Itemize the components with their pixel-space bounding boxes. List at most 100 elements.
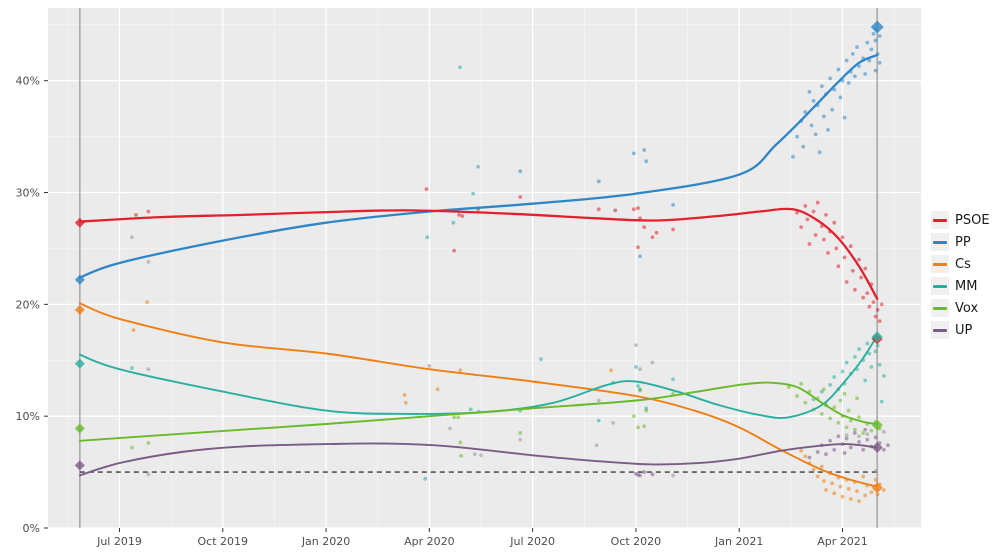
scatter-pp xyxy=(801,144,806,149)
scatter-pp xyxy=(826,127,830,132)
scatter-cs xyxy=(458,368,463,373)
scatter-up xyxy=(844,436,849,441)
scatter-up xyxy=(848,445,853,450)
result-2019-pp xyxy=(74,274,85,285)
scatter-up xyxy=(828,438,833,443)
scatter-mm xyxy=(423,476,428,481)
legend-key-vox xyxy=(931,299,949,317)
scatter-psoe xyxy=(815,200,820,205)
scatter-psoe xyxy=(631,207,636,212)
x-tick-label: Jul 2019 xyxy=(96,535,142,548)
scatter-pp xyxy=(811,98,816,103)
scatter-psoe xyxy=(654,230,659,235)
scatter-unlabeled xyxy=(146,367,151,372)
scatter-psoe xyxy=(865,291,870,296)
scatter-pp xyxy=(855,45,859,50)
legend-key-cs xyxy=(931,255,949,273)
legend-key-pp xyxy=(931,233,949,251)
scatter-pp xyxy=(873,68,878,73)
legend-key-psoe xyxy=(931,211,949,229)
scatter-psoe xyxy=(873,314,878,319)
scatter-mm xyxy=(538,357,543,362)
scatter-mm xyxy=(873,349,878,354)
scatter-vox xyxy=(838,398,843,403)
trend-line-up xyxy=(78,442,879,477)
scatter-vox xyxy=(842,391,847,396)
scatter-pp xyxy=(795,134,799,139)
scatter-unlabeled xyxy=(611,420,616,425)
scatter-pp xyxy=(836,67,841,72)
scatter-pp xyxy=(844,58,849,63)
cs-line-swatch xyxy=(933,263,947,266)
scatter-psoe xyxy=(803,204,808,208)
legend-key-mm xyxy=(931,277,949,295)
scatter-pp xyxy=(642,148,647,152)
scatter-psoe xyxy=(424,187,429,192)
scatter-pp xyxy=(817,150,822,155)
scatter-vox xyxy=(456,415,461,420)
scatter-mm xyxy=(867,351,872,356)
scatter-vox xyxy=(459,453,464,458)
scatter-cs xyxy=(855,489,859,493)
scatter-up xyxy=(852,431,857,435)
scatter-psoe xyxy=(832,220,837,225)
scatter-cs xyxy=(830,481,835,486)
scatter-up xyxy=(815,450,820,454)
scatter-cs xyxy=(873,478,878,482)
scatter-psoe xyxy=(861,295,866,300)
scatter-vox xyxy=(631,414,636,419)
result-2021-vox xyxy=(871,419,883,431)
scatter-psoe xyxy=(636,245,640,250)
scatter-psoe xyxy=(857,257,861,262)
scatter-cs xyxy=(803,454,808,459)
scatter-mm xyxy=(857,347,861,351)
scatter-vox xyxy=(146,441,151,445)
scatter-up xyxy=(836,434,841,439)
scatter-pp xyxy=(867,58,872,63)
legend-label-pp: PP xyxy=(955,234,971,250)
scatter-pp xyxy=(809,123,814,128)
scatter-up xyxy=(857,439,861,444)
scatter-mm xyxy=(458,65,462,70)
scatter-psoe xyxy=(822,237,826,242)
result-2019-psoe xyxy=(74,217,85,228)
scatter-cs xyxy=(838,484,843,489)
vox-line-swatch xyxy=(933,307,947,310)
scatter-cs xyxy=(863,493,868,498)
scatter-psoe xyxy=(844,280,849,284)
legend-item-mm: MM xyxy=(931,277,990,295)
scatter-pp xyxy=(873,38,878,43)
scatter-unlabeled xyxy=(479,453,483,458)
scatter-vox xyxy=(803,400,808,405)
y-tick-label: 20% xyxy=(16,298,40,311)
scatter-vox xyxy=(848,418,853,423)
scatter-vox xyxy=(844,425,849,430)
scatter-mm xyxy=(879,399,884,404)
scatter-psoe xyxy=(134,212,138,217)
scatter-psoe xyxy=(840,235,845,240)
scatter-up xyxy=(824,452,828,457)
scatter-up xyxy=(842,451,847,455)
scatter-pp xyxy=(596,179,601,184)
scatter-pp xyxy=(822,114,826,119)
scatter-mm xyxy=(840,369,845,374)
scatter-psoe xyxy=(813,233,818,237)
scatter-psoe xyxy=(863,266,868,271)
scatter-cs xyxy=(824,488,828,492)
scatter-pp xyxy=(791,154,795,159)
scatter-pp xyxy=(846,81,851,85)
scatter-vox xyxy=(129,445,134,450)
scatter-pp xyxy=(842,115,847,120)
scatter-unlabeled xyxy=(638,367,642,372)
scatter-psoe xyxy=(852,287,857,292)
result-2019-mm xyxy=(74,358,85,369)
scatter-psoe xyxy=(877,319,882,324)
scatter-unlabeled xyxy=(650,360,655,365)
scatter-vox xyxy=(786,385,791,389)
scatter-psoe xyxy=(848,244,853,249)
scatter-unlabeled xyxy=(881,429,886,434)
legend-key-up xyxy=(931,321,949,339)
scatter-psoe xyxy=(879,302,884,307)
